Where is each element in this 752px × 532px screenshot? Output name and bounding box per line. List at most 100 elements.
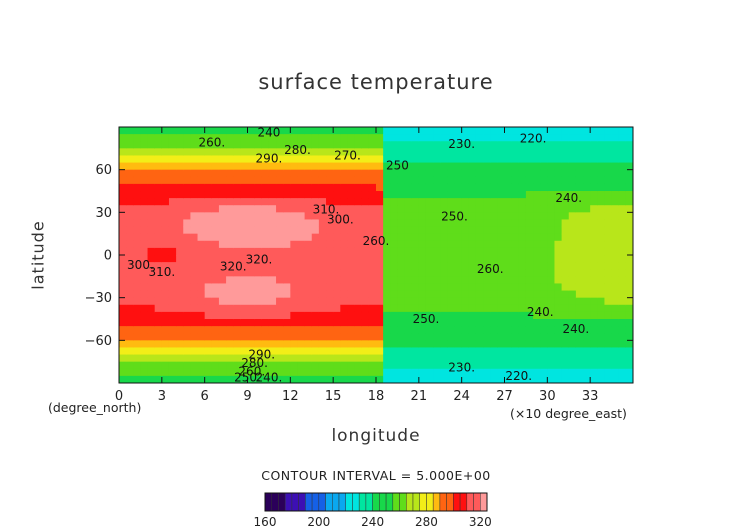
field-cell xyxy=(261,319,270,327)
colorbar-tick-label: 160 xyxy=(254,515,277,529)
field-cell xyxy=(618,162,627,171)
field-cell xyxy=(290,347,299,356)
field-cell xyxy=(525,169,534,178)
field-cell xyxy=(540,333,548,341)
field-cell xyxy=(447,319,456,327)
colorbar-swatch xyxy=(412,492,420,512)
field-cell xyxy=(240,276,249,285)
field-cell xyxy=(561,262,570,270)
field-cell xyxy=(147,347,156,356)
field-cell xyxy=(625,247,633,256)
field-cell xyxy=(361,326,370,334)
field-cell xyxy=(433,127,441,135)
field-cell xyxy=(625,233,633,242)
field-cell xyxy=(468,169,477,178)
field-cell xyxy=(254,361,263,370)
field-cell xyxy=(183,262,191,270)
field-cell xyxy=(204,212,213,221)
field-cell xyxy=(597,148,606,157)
field-cell xyxy=(590,127,598,135)
field-cell xyxy=(554,340,563,349)
field-cell xyxy=(347,212,356,221)
field-cell xyxy=(368,319,377,327)
field-cell xyxy=(333,247,341,256)
field-cell xyxy=(261,311,270,320)
field-cell xyxy=(340,368,349,377)
field-cell xyxy=(240,361,249,370)
field-cell xyxy=(297,233,306,242)
field-cell xyxy=(368,247,377,256)
field-cell xyxy=(147,375,156,383)
field-cell xyxy=(226,169,234,178)
field-cell xyxy=(404,127,413,135)
field-cell xyxy=(247,354,256,363)
field-cell xyxy=(540,205,548,213)
field-cell xyxy=(240,319,249,327)
field-cell xyxy=(233,141,241,149)
field-cell xyxy=(533,226,541,235)
field-cell xyxy=(404,255,413,263)
field-cell xyxy=(354,191,363,199)
field-cell xyxy=(283,219,291,228)
field-cell xyxy=(311,340,320,349)
field-cell xyxy=(283,269,291,277)
field-cell xyxy=(433,269,441,277)
field-cell xyxy=(568,361,577,370)
field-cell xyxy=(140,198,149,206)
field-cell xyxy=(311,375,320,383)
field-cell xyxy=(261,198,270,206)
field-cell xyxy=(483,233,491,242)
field-cell xyxy=(276,297,284,306)
field-cell xyxy=(511,176,520,185)
field-cell xyxy=(533,191,541,199)
field-cell xyxy=(119,198,127,206)
field-cell xyxy=(297,262,306,270)
field-cell xyxy=(376,240,384,249)
field-cell xyxy=(490,276,498,285)
field-cell xyxy=(611,134,620,142)
field-cell xyxy=(440,262,448,270)
field-cell xyxy=(183,276,191,285)
field-cell xyxy=(397,326,406,334)
field-cell xyxy=(197,333,206,341)
field-cell xyxy=(461,319,470,327)
colorbar-swatch xyxy=(473,492,481,512)
field-cell xyxy=(347,311,356,320)
field-cell xyxy=(554,134,563,142)
field-cell xyxy=(625,176,633,185)
field-cell xyxy=(326,368,334,377)
field-cell xyxy=(561,297,570,306)
field-cell xyxy=(361,333,370,341)
field-cell xyxy=(504,233,513,242)
field-cell xyxy=(433,311,441,320)
field-cell xyxy=(176,319,184,327)
field-cell xyxy=(618,134,627,142)
field-cell xyxy=(440,283,448,292)
field-cell xyxy=(604,162,613,171)
field-cell xyxy=(211,262,220,270)
field-cell xyxy=(368,141,377,149)
field-cell xyxy=(461,219,470,228)
field-cell xyxy=(590,290,598,299)
field-cell xyxy=(290,233,299,242)
field-cell xyxy=(290,191,299,199)
field-cell xyxy=(533,276,541,285)
field-cell xyxy=(147,247,156,256)
field-cell xyxy=(311,262,320,270)
field-cell xyxy=(568,276,577,285)
field-cell xyxy=(447,361,456,370)
field-cell xyxy=(261,155,270,164)
field-cell xyxy=(283,141,291,149)
field-cell xyxy=(204,247,213,256)
field-cell xyxy=(590,347,598,356)
field-cell xyxy=(604,304,613,313)
field-cell xyxy=(504,276,513,285)
field-cell xyxy=(333,226,341,235)
field-cell xyxy=(340,219,349,228)
field-cell xyxy=(133,226,142,235)
field-cell xyxy=(261,141,270,149)
field-cell xyxy=(119,141,127,149)
field-cell xyxy=(418,304,427,313)
field-cell xyxy=(497,155,506,164)
field-cell xyxy=(590,276,598,285)
